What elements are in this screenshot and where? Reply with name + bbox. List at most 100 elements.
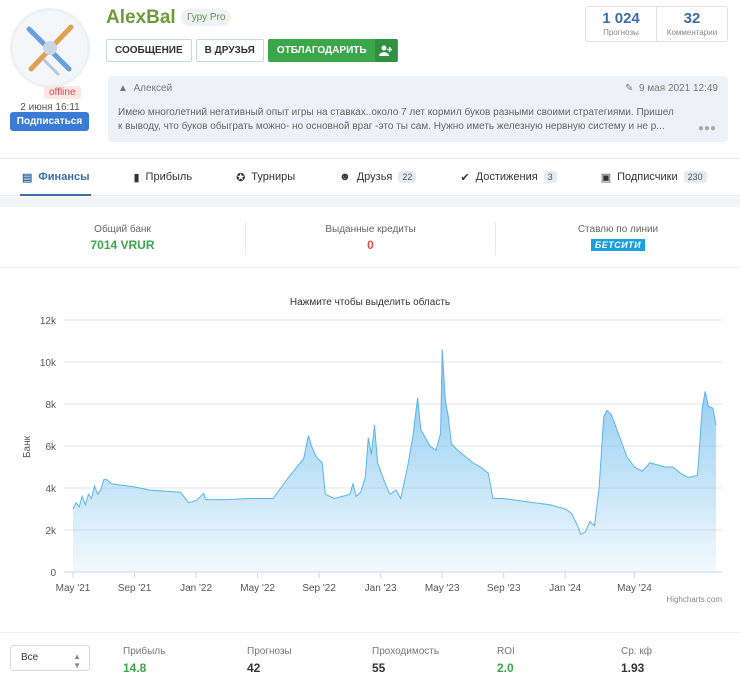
username[interactable]: AlexBal [106,7,176,28]
y-tick-label: 4k [45,484,57,495]
stat-value: 32 [683,10,701,27]
x-tick-label: May '22 [240,583,275,594]
stat-label: Комментарии [666,28,718,37]
y-tick-label: 6k [45,442,57,453]
tab-label: Подписчики [617,171,678,183]
bottom-stat-profit: Прибыль 14.8 [123,646,165,675]
edit-user-icon: ✎ [625,83,634,94]
bottom-stat-predictions: Прогнозы 42 [247,646,292,675]
more-icon[interactable]: ●●● [697,123,716,134]
summary-label: Ставлю по линии [577,224,659,235]
tab-label: Друзья [356,171,393,183]
profile-stats: 1 024 Прогнозы 32 Комментарии [585,6,728,42]
wallet-icon: ▤ [22,171,33,184]
finance-summary: Общий банк 7014 VRUR Выданные кредиты 0 … [0,210,740,268]
x-tick-label: Jan '22 [180,583,212,594]
sort-arrows-icon: ▲ ▼ [73,652,81,670]
tab-tournaments[interactable]: ✪ Турниры [224,159,307,195]
add-friend-button[interactable]: В ДРУЗЬЯ [195,39,264,62]
tab-badge: 22 [398,171,417,183]
thank-button-label: ОТБЛАГОДАРИТЬ [276,45,367,56]
tab-badge: 3 [543,171,557,183]
quote-author: ▲ Алексей [118,83,172,94]
summary-bookmaker: Ставлю по линии БЕТСИТИ [495,222,740,255]
stat-value: 1 024 [602,10,640,27]
last-seen: 2 июня 16:11 [20,102,80,113]
profile-actions: СООБЩЕНИЕ В ДРУЗЬЯ ОТБЛАГОДАРИТЬ [106,39,398,62]
profile-avatar-block: offline 2 июня 16:11 [10,8,90,113]
quote-author-name: Алексей [133,83,173,94]
summary-value: 0 [367,238,374,252]
tab-label: Финансы [38,171,90,183]
x-tick-label: May '23 [425,583,460,594]
quote-text: Имею многолетний негативный опыт игры на… [118,106,718,134]
summary-label: Выданные кредиты [325,224,416,235]
y-tick-label: 2k [45,526,57,537]
rank-badge: Гуру Pro [181,9,232,26]
bottom-stat-value: 2.0 [497,661,514,675]
bank-area [73,349,716,572]
summary-label: Общий банк [94,224,151,235]
bank-chart[interactable]: Нажмите чтобы выделить область Банк 0 2k 4… [0,282,740,612]
y-tick-label: 0 [50,568,56,579]
bottom-stat-passability: Проходимость 55 [372,646,439,675]
quote-date-text: 9 мая 2021 12:49 [638,83,718,94]
friends-icon: ☻ [339,171,351,183]
tab-achievements[interactable]: ✔ Достижения 3 [448,159,568,195]
chart-svg[interactable]: Нажмите чтобы выделить область Банк 0 2k 4… [0,282,740,612]
bottom-stat-label: Прогнозы [247,646,292,657]
avatar-image [13,11,87,85]
bottom-stat-value: 14.8 [123,661,147,675]
summary-credits: Выданные кредиты 0 [245,222,495,255]
star-icon: ✪ [236,171,246,184]
bottom-stat-value: 42 [247,661,261,675]
quote-line: к выводу, что буков обыграть можно- но о… [118,121,665,132]
tab-subscribers[interactable]: ▣ Подписчики 230 [589,159,719,195]
bottom-stat-value: 1.93 [621,661,645,675]
divider [0,197,740,207]
thank-button[interactable]: ОТБЛАГОДАРИТЬ [267,39,398,62]
tab-label: Прибыль [145,171,193,183]
stats-bar: Все ▲ ▼ Прибыль 14.8 Прогнозы 42 Проходим… [0,632,740,680]
subscribers-icon: ▣ [600,171,612,184]
badge-check-icon: ✔ [460,171,470,184]
x-tick-label: May '24 [617,583,652,594]
tab-badge: 230 [683,171,707,183]
add-person-icon [374,39,397,62]
profile-quote: ▲ Алексей ✎ 9 мая 2021 12:49 Имею многол… [108,76,728,142]
stat-label: Прогнозы [603,28,639,37]
x-tick-label: Jan '24 [549,583,581,594]
tab-friends[interactable]: ☻ Друзья 22 [327,159,428,195]
bank-line [72,349,717,535]
tab-label: Достижения [475,171,538,183]
x-tick-label: Jan '23 [365,583,397,594]
x-tick-label: May '21 [56,583,91,594]
stat-predictions[interactable]: 1 024 Прогнозы [586,7,656,41]
bottom-stat-roi: ROI 2.0 [497,646,515,675]
bottom-stat-label: ROI [497,646,515,657]
tab-profit[interactable]: ▮ Прибыль [121,159,204,195]
period-select-value: Все [21,652,39,663]
quote-line: Имею многолетний негативный опыт игры на… [118,107,674,118]
profile-tabs: ▤ Финансы ▮ Прибыль ✪ Турниры ☻ Друзья 2… [0,158,740,196]
bookmaker-logo[interactable]: БЕТСИТИ [590,239,646,251]
tab-finance[interactable]: ▤ Финансы [10,159,101,196]
subscribe-button[interactable]: Подписаться [10,112,89,131]
avatar[interactable] [10,8,90,88]
x-tick-label: Sep '23 [487,583,521,594]
bottom-stat-value: 55 [372,661,386,675]
bottom-stat-avg-odds: Ср. кф 1.93 [621,646,652,675]
y-tick-label: 8k [45,400,57,411]
tab-label: Турниры [251,171,296,183]
quote-date: ✎ 9 мая 2021 12:49 [625,83,718,94]
period-select[interactable]: Все ▲ ▼ [10,645,90,671]
y-tick-label: 12k [40,316,57,327]
x-tick-label: Sep '21 [118,583,152,594]
chart-title: Нажмите чтобы выделить область [290,296,450,308]
bottom-stat-label: Прибыль [123,646,166,657]
message-button[interactable]: СООБЩЕНИЕ [106,39,192,62]
stat-comments[interactable]: 32 Комментарии [656,7,727,41]
chart-credit[interactable]: Highcharts.com [666,595,722,604]
y-tick-label: 10k [40,358,57,369]
x-tick-label: Sep '22 [302,583,336,594]
